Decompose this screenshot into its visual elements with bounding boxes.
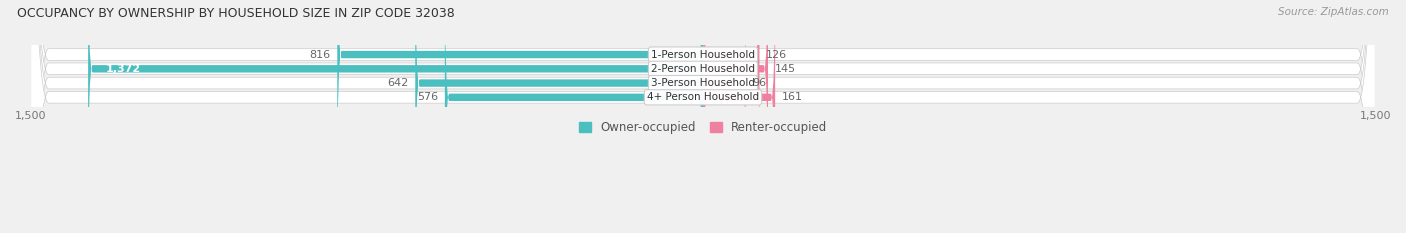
Text: Source: ZipAtlas.com: Source: ZipAtlas.com	[1278, 7, 1389, 17]
FancyBboxPatch shape	[703, 0, 747, 222]
FancyBboxPatch shape	[415, 0, 703, 222]
Text: 1-Person Household: 1-Person Household	[651, 50, 755, 60]
FancyBboxPatch shape	[89, 0, 703, 208]
Text: 161: 161	[782, 92, 803, 102]
Text: OCCUPANCY BY OWNERSHIP BY HOUSEHOLD SIZE IN ZIP CODE 32038: OCCUPANCY BY OWNERSHIP BY HOUSEHOLD SIZE…	[17, 7, 454, 20]
Text: 576: 576	[418, 92, 439, 102]
FancyBboxPatch shape	[31, 0, 1375, 233]
Text: 96: 96	[752, 78, 766, 88]
FancyBboxPatch shape	[444, 0, 703, 233]
Text: 816: 816	[309, 50, 330, 60]
Text: 1,372: 1,372	[105, 64, 141, 74]
FancyBboxPatch shape	[31, 0, 1375, 233]
FancyBboxPatch shape	[337, 0, 703, 193]
Text: 145: 145	[775, 64, 796, 74]
Text: 642: 642	[387, 78, 409, 88]
Text: 2-Person Household: 2-Person Household	[651, 64, 755, 74]
FancyBboxPatch shape	[31, 0, 1375, 233]
FancyBboxPatch shape	[31, 0, 1375, 233]
Text: 4+ Person Household: 4+ Person Household	[647, 92, 759, 102]
Legend: Owner-occupied, Renter-occupied: Owner-occupied, Renter-occupied	[579, 121, 827, 134]
Text: 126: 126	[766, 50, 787, 60]
FancyBboxPatch shape	[703, 0, 775, 233]
FancyBboxPatch shape	[703, 0, 768, 208]
FancyBboxPatch shape	[703, 0, 759, 193]
Text: 3-Person Household: 3-Person Household	[651, 78, 755, 88]
